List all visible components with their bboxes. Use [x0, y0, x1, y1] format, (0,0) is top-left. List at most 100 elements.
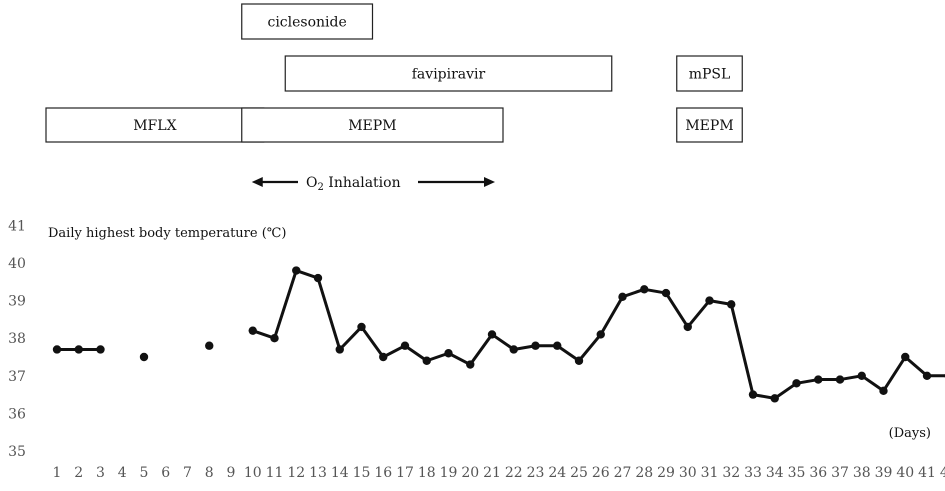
data-point [205, 341, 214, 350]
data-point [857, 371, 866, 380]
data-point [596, 330, 605, 339]
data-point [379, 352, 388, 362]
data-point [661, 288, 671, 298]
treatment-label: mPSL [689, 67, 731, 83]
o2-label-sub: 2 [317, 182, 323, 193]
temperature-points [52, 266, 945, 403]
y-tick-label: 38 [8, 331, 26, 347]
x-tick-label: 21 [483, 465, 501, 481]
data-point [52, 345, 62, 354]
data-point [553, 341, 562, 350]
treatment-box [284, 55, 613, 92]
x-tick-label: 41 [918, 465, 936, 481]
data-point [313, 273, 323, 283]
o2-inhalation-indicator: O2 Inhalation [251, 175, 495, 193]
x-tick-label: 31 [701, 465, 719, 481]
treatment-label: MEPM [685, 118, 733, 134]
data-point [466, 360, 475, 369]
x-tick-label: 32 [722, 465, 740, 481]
x-tick-label: 39 [875, 465, 893, 481]
data-point [335, 345, 344, 354]
x-tick-label: 6 [161, 465, 170, 481]
x-tick-label: 35 [788, 465, 806, 481]
x-tick-label: 37 [831, 465, 849, 481]
treatment-label: ciclesonide [267, 15, 346, 31]
treatment-box [676, 107, 743, 143]
x-tick-label: 30 [679, 465, 697, 481]
treatment-mepm: MEPM [676, 107, 743, 143]
data-point [139, 352, 149, 362]
data-point [248, 326, 257, 335]
data-point [400, 341, 410, 350]
x-axis-title: (Days) [889, 426, 931, 441]
temperature-series [57, 269, 945, 400]
data-point [531, 341, 540, 350]
x-tick-label: 18 [418, 465, 436, 481]
x-tick-label: 17 [396, 465, 414, 481]
x-tick-label: 10 [244, 465, 262, 481]
x-tick-label: 5 [140, 465, 149, 481]
treatment-favipiravir: favipiravir [284, 55, 613, 92]
data-point [748, 390, 758, 399]
x-tick-label: 19 [440, 465, 458, 481]
x-tick-label: 16 [374, 465, 392, 481]
treatment-bars: ciclesonide favipiravir mPSL MFLX MEPM MEPM [45, 3, 743, 143]
treatment-mpsl: mPSL [676, 55, 743, 92]
treatment-label: favipiravir [412, 67, 486, 83]
x-tick-label: 33 [744, 465, 762, 481]
data-point [922, 371, 932, 380]
x-tick-label: 26 [592, 465, 610, 481]
treatment-box [241, 3, 374, 40]
x-tick-label: 14 [331, 465, 349, 481]
x-tick-label: 11 [266, 465, 284, 481]
data-point [835, 375, 845, 384]
x-tick-label: 3 [96, 465, 105, 481]
x-tick-label: 40 [896, 465, 914, 481]
treatment-box [241, 107, 504, 143]
y-tick-label: 40 [8, 256, 26, 272]
y-tick-label: 37 [8, 369, 26, 385]
o2-inhalation-label: O2 Inhalation [306, 175, 401, 193]
y-axis-ticks: 35 36 37 38 39 40 41 [8, 218, 26, 460]
data-point [509, 345, 518, 354]
x-tick-label: 20 [461, 465, 479, 481]
y-tick-label: 35 [8, 444, 26, 460]
data-point [705, 296, 714, 305]
data-point [618, 292, 627, 302]
o2-arrow-left-head [251, 177, 263, 187]
treatment-ciclesonide: ciclesonide [241, 3, 374, 40]
treatment-label: MFLX [133, 118, 176, 134]
data-point [74, 345, 83, 354]
x-tick-label: 8 [205, 465, 214, 481]
x-tick-label: 42 [940, 465, 945, 481]
x-tick-label: 1 [53, 465, 62, 481]
data-point [422, 356, 431, 365]
data-point [574, 356, 584, 365]
y-axis-title: Daily highest body temperature (℃) [48, 226, 286, 241]
x-tick-label: 7 [183, 465, 192, 481]
x-tick-label: 4 [118, 465, 127, 481]
x-tick-label: 9 [227, 465, 236, 481]
data-point [792, 379, 801, 388]
x-tick-label: 25 [570, 465, 588, 481]
x-tick-label: 2 [74, 465, 83, 481]
treatment-box [676, 55, 743, 92]
data-point [727, 300, 736, 309]
x-tick-label: 15 [353, 465, 371, 481]
data-point [487, 330, 497, 339]
data-point [444, 349, 453, 358]
o2-label-rest: Inhalation [324, 175, 401, 191]
x-axis-ticks: 1 2 3 4 5 6 7 8 9 10 11 12 13 14 15 16 17 18 19 20 21 22 23 24 2… [53, 465, 945, 481]
data-point [879, 386, 888, 396]
o2-label-main: O [306, 175, 317, 191]
y-tick-label: 36 [8, 406, 26, 422]
y-tick-label: 39 [8, 294, 26, 310]
data-point [292, 266, 301, 275]
data-point [814, 375, 823, 384]
data-point [770, 394, 779, 403]
x-tick-label: 28 [635, 465, 653, 481]
data-point [270, 334, 279, 343]
x-tick-label: 24 [548, 465, 566, 481]
x-tick-label: 23 [527, 465, 545, 481]
